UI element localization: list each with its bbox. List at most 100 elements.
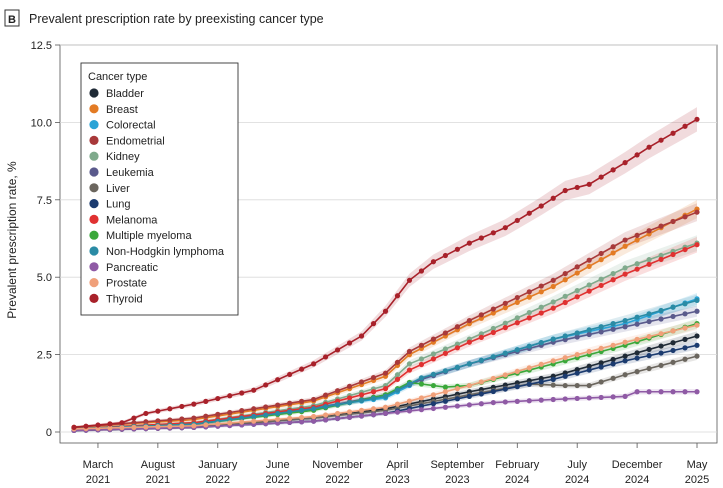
x-tick-label-year: 2022: [325, 474, 349, 486]
point-lung: [454, 396, 460, 402]
point-pancreatic: [334, 415, 341, 422]
point-thyroid: [179, 403, 185, 410]
point-pancreatic: [490, 399, 496, 406]
point-prostate: [622, 339, 628, 345]
legend-marker-endometrial: [89, 135, 99, 145]
point-melanoma: [346, 395, 353, 401]
point-pancreatic: [658, 389, 664, 395]
point-endometrial: [490, 306, 496, 312]
point-prostate: [670, 328, 676, 334]
point-non-hodgkin-lymphoma: [502, 350, 508, 356]
x-tick-label-year: 2021: [146, 474, 170, 486]
point-thyroid: [586, 181, 592, 187]
point-thyroid: [538, 203, 544, 209]
point-melanoma: [442, 350, 449, 356]
point-melanoma: [514, 320, 520, 326]
point-pancreatic: [670, 389, 676, 395]
point-endometrial: [478, 312, 484, 318]
point-leukemia: [694, 308, 700, 314]
point-endometrial: [263, 404, 269, 410]
x-tick-label-year: 2024: [565, 474, 589, 486]
point-thyroid: [299, 366, 305, 372]
x-tick-label-year: 2022: [265, 474, 289, 486]
point-thyroid: [454, 246, 460, 252]
legend-label-pancreatic: Pancreatic: [106, 262, 158, 274]
point-breast: [550, 283, 556, 290]
point-kidney: [526, 309, 532, 316]
point-thyroid: [346, 340, 353, 346]
point-prostate: [562, 355, 568, 361]
point-prostate: [251, 418, 257, 424]
point-endometrial: [586, 257, 592, 263]
y-tick-label: 2.5: [37, 350, 52, 362]
point-pancreatic: [562, 396, 568, 402]
point-prostate: [514, 368, 520, 375]
point-endometrial: [406, 348, 413, 355]
point-prostate: [107, 425, 113, 431]
point-prostate: [634, 336, 640, 342]
point-thyroid: [322, 354, 329, 360]
point-thyroid: [370, 321, 377, 327]
point-kidney: [622, 265, 628, 271]
point-endometrial: [227, 409, 233, 416]
point-liver: [586, 382, 592, 389]
point-kidney: [586, 282, 592, 288]
legend-label-prostate: Prostate: [106, 278, 147, 290]
point-lung: [574, 370, 580, 376]
point-melanoma: [418, 361, 425, 368]
legend-label-colorectal: Colorectal: [106, 120, 156, 132]
point-thyroid: [334, 347, 341, 353]
point-lung: [526, 381, 532, 387]
point-lung: [418, 403, 425, 409]
point-kidney: [658, 252, 664, 259]
point-breast: [490, 310, 496, 316]
legend-label-multiple-myeloma: Multiple myeloma: [106, 230, 192, 242]
x-tick-label-month: August: [141, 459, 175, 471]
point-melanoma: [694, 242, 700, 248]
point-non-hodgkin-lymphoma: [346, 399, 353, 406]
point-leukemia: [670, 313, 676, 320]
point-prostate: [263, 417, 269, 423]
point-pancreatic: [622, 393, 628, 399]
point-prostate: [598, 345, 604, 352]
point-melanoma: [490, 329, 496, 336]
point-endometrial: [358, 379, 365, 385]
point-liver: [694, 353, 700, 359]
point-endometrial: [610, 244, 616, 250]
point-thyroid: [143, 410, 149, 417]
point-bladder: [598, 360, 604, 366]
point-pancreatic: [394, 409, 401, 415]
y-tick-label: 10.0: [31, 117, 52, 129]
panel-badge: B: [8, 14, 16, 26]
point-thyroid: [490, 230, 496, 236]
point-endometrial: [598, 250, 604, 257]
point-prostate: [299, 414, 305, 421]
legend-marker-multiple-myeloma: [89, 230, 99, 240]
point-prostate: [646, 333, 652, 340]
point-melanoma: [370, 389, 377, 395]
point-thyroid: [622, 160, 628, 166]
point-lung: [586, 367, 592, 373]
point-non-hodgkin-lymphoma: [311, 406, 317, 412]
point-lung: [694, 342, 700, 348]
point-non-hodgkin-lymphoma: [418, 375, 425, 381]
point-pancreatic: [574, 395, 580, 402]
point-prostate: [119, 425, 125, 431]
point-thyroid: [95, 422, 101, 428]
point-non-hodgkin-lymphoma: [394, 387, 401, 393]
legend-marker-colorectal: [89, 120, 99, 130]
point-bladder: [682, 336, 688, 342]
point-kidney: [538, 304, 544, 310]
point-kidney: [490, 325, 496, 332]
point-melanoma: [478, 334, 484, 340]
point-melanoma: [334, 398, 341, 404]
point-pancreatic: [346, 414, 353, 420]
legend-marker-kidney: [89, 151, 99, 161]
point-pancreatic: [682, 389, 688, 395]
x-tick-label-month: September: [430, 459, 484, 471]
point-melanoma: [586, 288, 592, 294]
point-endometrial: [526, 289, 532, 295]
point-pancreatic: [586, 395, 592, 401]
point-thyroid: [191, 401, 197, 407]
point-prostate: [227, 420, 233, 426]
